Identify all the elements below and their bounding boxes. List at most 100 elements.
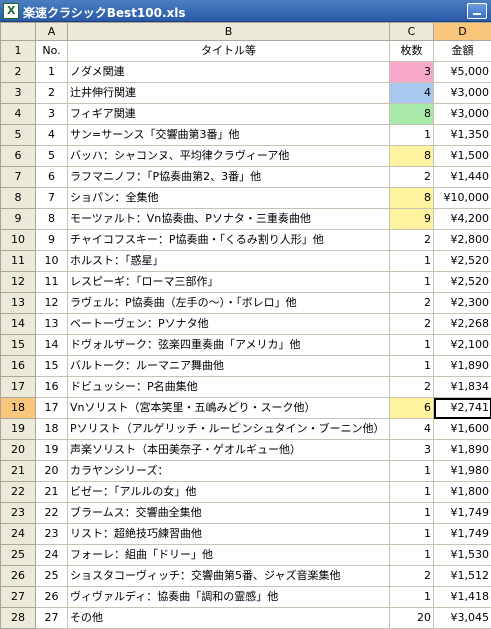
cell-title[interactable]: ドヴォルザーク：弦楽四重奏曲「アメリカ」他 xyxy=(68,335,390,356)
cell-title[interactable]: 声楽ソリスト（本田美奈子・ゲオルギュー他） xyxy=(68,440,390,461)
cell-count[interactable]: 1 xyxy=(390,503,434,524)
cell-no[interactable]: 5 xyxy=(36,146,68,167)
cell-title[interactable]: ラヴェル：P協奏曲（左手の〜）・「ボレロ」他 xyxy=(68,293,390,314)
cell-amount[interactable]: ¥2,520 xyxy=(434,272,491,293)
cell-no[interactable]: 8 xyxy=(36,209,68,230)
cell-amount[interactable]: ¥1,350 xyxy=(434,125,491,146)
row-header[interactable]: 24 xyxy=(1,524,36,545)
row-header-1[interactable]: 1 xyxy=(1,41,36,62)
cell-title[interactable]: ラフマニノフ：「P協奏曲第2、3番」他 xyxy=(68,167,390,188)
header-cell-amount[interactable]: 金額 xyxy=(434,41,491,62)
cell-amount[interactable]: ¥3,000 xyxy=(434,104,491,125)
cell-title[interactable]: ドビュッシー：P名曲集他 xyxy=(68,377,390,398)
row-header[interactable]: 3 xyxy=(1,83,36,104)
cell-no[interactable]: 17 xyxy=(36,398,68,419)
cell-title[interactable]: チャイコフスキー：P協奏曲・「くるみ割り人形」他 xyxy=(68,230,390,251)
cell-count[interactable]: 8 xyxy=(390,104,434,125)
cell-count[interactable]: 1 xyxy=(390,587,434,608)
row-header[interactable]: 12 xyxy=(1,272,36,293)
cell-count[interactable]: 2 xyxy=(390,293,434,314)
cell-amount[interactable]: ¥1,890 xyxy=(434,440,491,461)
row-header[interactable]: 14 xyxy=(1,314,36,335)
cell-title[interactable]: ベートーヴェン：Pソナタ他 xyxy=(68,314,390,335)
cell-no[interactable]: 2 xyxy=(36,83,68,104)
cell-amount[interactable]: ¥1,512 xyxy=(434,566,491,587)
cell-no[interactable]: 6 xyxy=(36,167,68,188)
cell-no[interactable]: 23 xyxy=(36,524,68,545)
cell-amount[interactable]: ¥1,890 xyxy=(434,356,491,377)
cell-no[interactable]: 21 xyxy=(36,482,68,503)
cell-no[interactable]: 14 xyxy=(36,335,68,356)
cell-title[interactable]: Vnソリスト（宮本笑里・五嶋みどり・スーク他） xyxy=(68,398,390,419)
cell-title[interactable]: バルトーク：ルーマニア舞曲他 xyxy=(68,356,390,377)
cell-count[interactable]: 8 xyxy=(390,146,434,167)
row-header[interactable]: 28 xyxy=(1,608,36,629)
row-header[interactable]: 11 xyxy=(1,251,36,272)
row-header[interactable]: 15 xyxy=(1,335,36,356)
column-header-d[interactable]: D xyxy=(434,23,491,41)
cell-count[interactable]: 1 xyxy=(390,482,434,503)
cell-amount[interactable]: ¥2,268 xyxy=(434,314,491,335)
cell-count[interactable]: 2 xyxy=(390,314,434,335)
cell-amount[interactable]: ¥10,000 xyxy=(434,188,491,209)
column-header-b[interactable]: B xyxy=(68,23,390,41)
cell-title[interactable]: ノダメ関連 xyxy=(68,62,390,83)
cell-count[interactable]: 1 xyxy=(390,335,434,356)
cell-count[interactable]: 9 xyxy=(390,209,434,230)
cell-count[interactable]: 2 xyxy=(390,230,434,251)
cell-count[interactable]: 1 xyxy=(390,251,434,272)
header-cell-count[interactable]: 枚数 xyxy=(390,41,434,62)
row-header[interactable]: 20 xyxy=(1,440,36,461)
cell-title[interactable]: フィギア関連 xyxy=(68,104,390,125)
row-header[interactable]: 8 xyxy=(1,188,36,209)
minimize-button[interactable] xyxy=(467,3,487,19)
cell-no[interactable]: 15 xyxy=(36,356,68,377)
cell-amount[interactable]: ¥3,045 xyxy=(434,608,491,629)
cell-count[interactable]: 1 xyxy=(390,125,434,146)
cell-title[interactable]: カラヤンシリーズ： xyxy=(68,461,390,482)
row-header[interactable]: 13 xyxy=(1,293,36,314)
header-cell-no[interactable]: No. xyxy=(36,41,68,62)
select-all-corner[interactable] xyxy=(1,23,36,41)
cell-count[interactable]: 1 xyxy=(390,461,434,482)
cell-title[interactable]: ショスタコーヴィッチ：交響曲第5番、ジャズ音楽集他 xyxy=(68,566,390,587)
cell-count[interactable]: 3 xyxy=(390,440,434,461)
cell-count[interactable]: 6 xyxy=(390,398,434,419)
cell-no[interactable]: 12 xyxy=(36,293,68,314)
cell-title[interactable]: ビゼー：「アルルの女」他 xyxy=(68,482,390,503)
cell-count[interactable]: 8 xyxy=(390,188,434,209)
cell-amount[interactable]: ¥5,000 xyxy=(434,62,491,83)
cell-no[interactable]: 9 xyxy=(36,230,68,251)
cell-no[interactable]: 22 xyxy=(36,503,68,524)
row-header[interactable]: 18 xyxy=(1,398,36,419)
cell-no[interactable]: 1 xyxy=(36,62,68,83)
cell-title[interactable]: ヴィヴァルディ：協奏曲「調和の霊感」他 xyxy=(68,587,390,608)
cell-title[interactable]: ショパン：全集他 xyxy=(68,188,390,209)
cell-amount[interactable]: ¥1,500 xyxy=(434,146,491,167)
cell-count[interactable]: 4 xyxy=(390,419,434,440)
cell-amount[interactable]: ¥4,200 xyxy=(434,209,491,230)
row-header[interactable]: 4 xyxy=(1,104,36,125)
cell-amount[interactable]: ¥2,300 xyxy=(434,293,491,314)
row-header[interactable]: 21 xyxy=(1,461,36,482)
cell-no[interactable]: 13 xyxy=(36,314,68,335)
cell-amount[interactable]: ¥3,000 xyxy=(434,83,491,104)
cell-amount[interactable]: ¥1,418 xyxy=(434,587,491,608)
cell-count[interactable]: 2 xyxy=(390,377,434,398)
cell-count[interactable]: 4 xyxy=(390,83,434,104)
row-header[interactable]: 10 xyxy=(1,230,36,251)
cell-title[interactable]: Pソリスト（アルゲリッチ・ルービンシュタイン・ブーニン他） xyxy=(68,419,390,440)
cell-no[interactable]: 18 xyxy=(36,419,68,440)
cell-no[interactable]: 16 xyxy=(36,377,68,398)
cell-no[interactable]: 7 xyxy=(36,188,68,209)
cell-title[interactable]: サン=サーンス「交響曲第3番」他 xyxy=(68,125,390,146)
cell-amount[interactable]: ¥1,980 xyxy=(434,461,491,482)
row-header[interactable]: 2 xyxy=(1,62,36,83)
cell-title[interactable]: レスピーギ：「ローマ三部作」 xyxy=(68,272,390,293)
column-header-a[interactable]: A xyxy=(36,23,68,41)
cell-no[interactable]: 27 xyxy=(36,608,68,629)
cell-amount[interactable]: ¥2,100 xyxy=(434,335,491,356)
cell-count[interactable]: 3 xyxy=(390,62,434,83)
cell-no[interactable]: 4 xyxy=(36,125,68,146)
row-header[interactable]: 6 xyxy=(1,146,36,167)
